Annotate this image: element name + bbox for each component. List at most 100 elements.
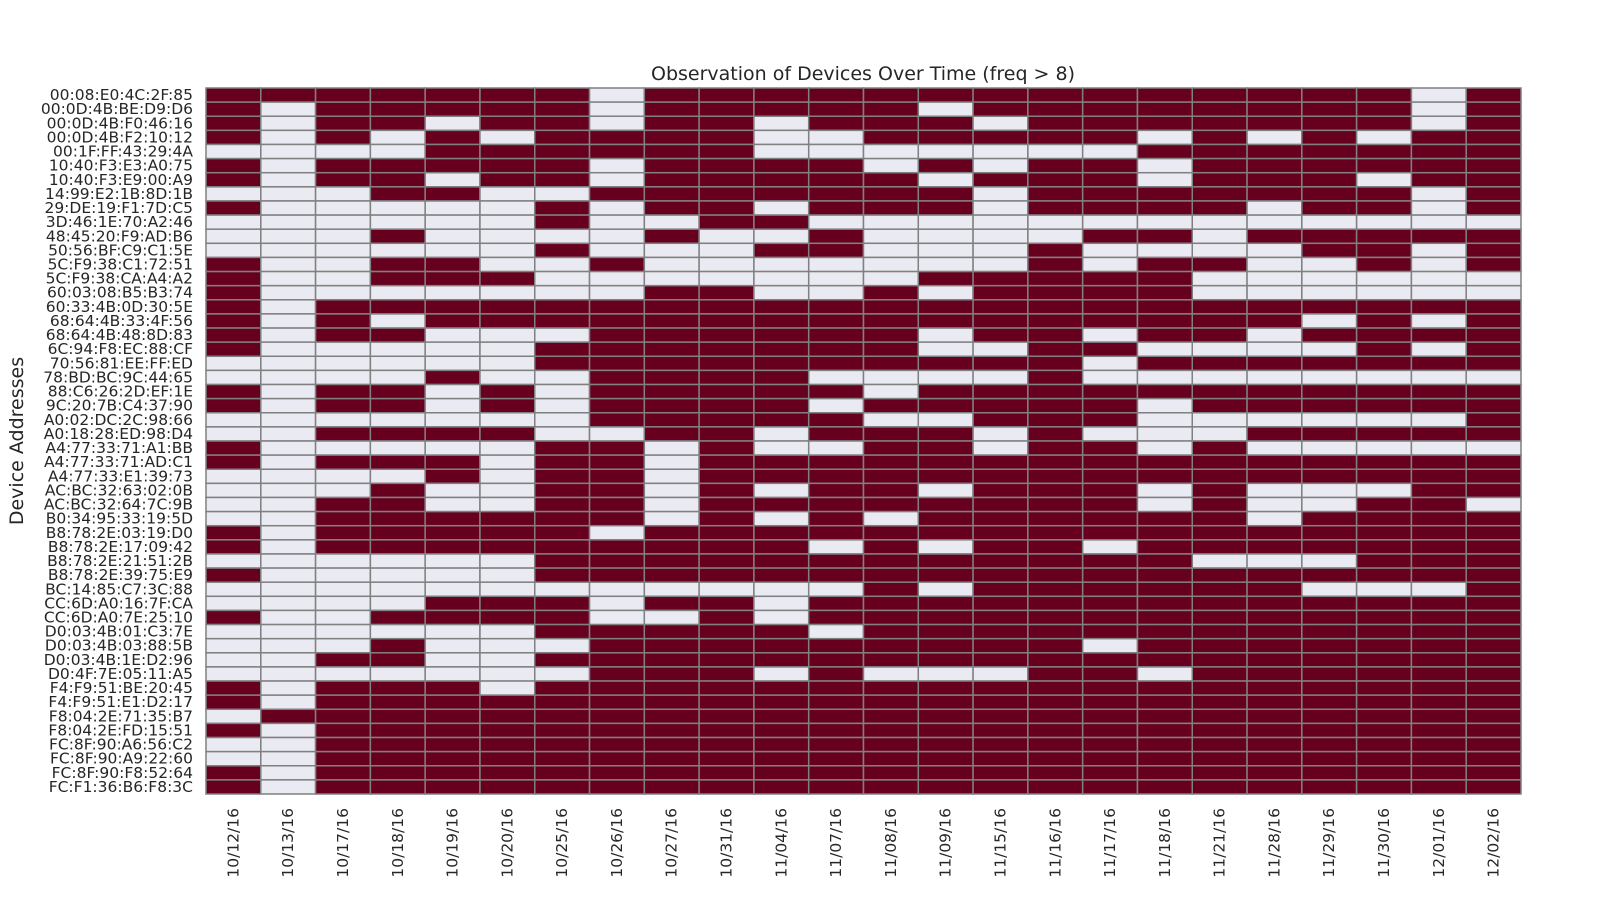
heatmap-cell [753,242,810,259]
heatmap-cell [314,369,372,386]
heatmap-cell [1465,129,1522,146]
heatmap-cell [643,779,700,795]
heatmap-cell [424,623,481,640]
heatmap-cell [479,779,536,795]
heatmap-cell [972,581,1029,598]
heatmap-cell [369,694,426,711]
heatmap-cell [1027,214,1084,230]
heatmap-cell [1081,284,1139,301]
heatmap-cell [643,383,700,400]
heatmap-cell [588,313,646,329]
heatmap-cell [1465,200,1522,216]
heatmap-cell [698,270,755,287]
heatmap-cell [1027,270,1084,287]
heatmap-cell [479,736,536,753]
heatmap-cell [862,440,920,456]
heatmap-cell [1410,680,1467,696]
heatmap-cell [534,115,591,132]
x-tick-label: 11/15/16 [991,808,1009,878]
heatmap-cell [972,143,1029,160]
heatmap-cell [1191,284,1248,301]
heatmap-cell [1465,623,1522,640]
heatmap-cell [588,440,646,456]
heatmap-cell [205,101,262,117]
heatmap-cell [807,186,865,202]
heatmap-cell [369,765,426,781]
heatmap-cell [753,666,810,682]
heatmap-cell [260,567,317,583]
heatmap-cell [643,270,700,287]
heatmap-cell [1355,200,1413,216]
heatmap-cell [1081,228,1139,245]
heatmap-cell [205,595,262,612]
x-tick-label: 10/18/16 [389,808,407,878]
heatmap-cell [1136,510,1193,527]
heatmap-cell [369,524,426,541]
heatmap-cell [1465,426,1522,442]
heatmap-cell [1191,397,1248,414]
heatmap-cell [753,637,810,654]
heatmap-cell [369,383,426,400]
heatmap-cell [1191,510,1248,527]
heatmap-cell [753,228,810,245]
heatmap-cell [643,186,700,202]
heatmap-cell [479,129,536,146]
heatmap-cell [972,87,1029,103]
heatmap-cell [479,200,536,216]
heatmap-cell [1301,595,1358,612]
heatmap-cell [862,595,920,612]
heatmap-cell [205,680,262,696]
heatmap-cell [807,228,865,245]
heatmap-cell [698,779,755,795]
heatmap-cell [314,355,372,372]
heatmap-cell [314,412,372,428]
heatmap-cell [424,228,481,245]
heatmap-cell [753,369,810,386]
y-tick-label: D0:4F:7E:05:11:A5 [48,665,193,683]
heatmap-cell [260,115,317,132]
x-tick-label: 10/12/16 [224,808,242,878]
heatmap-cell [479,186,536,202]
heatmap-cell [314,115,372,132]
heatmap-cell [643,708,700,725]
heatmap-cell [807,426,865,442]
heatmap-cell [534,722,591,739]
heatmap-cell [1136,750,1193,767]
heatmap-cell [1027,115,1084,132]
heatmap-cell [1355,186,1413,202]
x-tick-label: 11/28/16 [1265,808,1283,878]
heatmap-cell [1246,186,1303,202]
heatmap-cell [1301,750,1358,767]
heatmap-cell [698,765,755,781]
heatmap-cell [698,313,755,329]
heatmap-cell [1465,510,1522,527]
heatmap-cell [260,87,317,103]
heatmap-cell [1465,101,1522,117]
heatmap-cell [1355,708,1413,725]
heatmap-cell [972,270,1029,287]
heatmap-cell [260,284,317,301]
heatmap-cell [260,708,317,725]
heatmap-cell [479,637,536,654]
heatmap-cell [643,595,700,612]
heatmap-cell [1301,510,1358,527]
heatmap-cell [1027,313,1084,329]
heatmap-cell [1246,510,1303,527]
heatmap-cell [917,652,974,668]
heatmap-cell [972,157,1029,174]
heatmap-cell [917,115,974,132]
y-tick-label: B8:78:2E:03:19:D0 [46,524,193,542]
heatmap-cell [1191,299,1248,315]
heatmap-cell [917,510,974,527]
heatmap-cell [1410,440,1467,456]
heatmap-cell [205,779,262,795]
heatmap-cell [753,101,810,117]
heatmap-cell [588,468,646,485]
heatmap-cell [588,87,646,103]
heatmap-cell [1410,567,1467,583]
heatmap-cell [643,299,700,315]
heatmap-cell [588,228,646,245]
heatmap-cell [205,228,262,245]
heatmap-cell [1191,595,1248,612]
heatmap-cell [205,186,262,202]
